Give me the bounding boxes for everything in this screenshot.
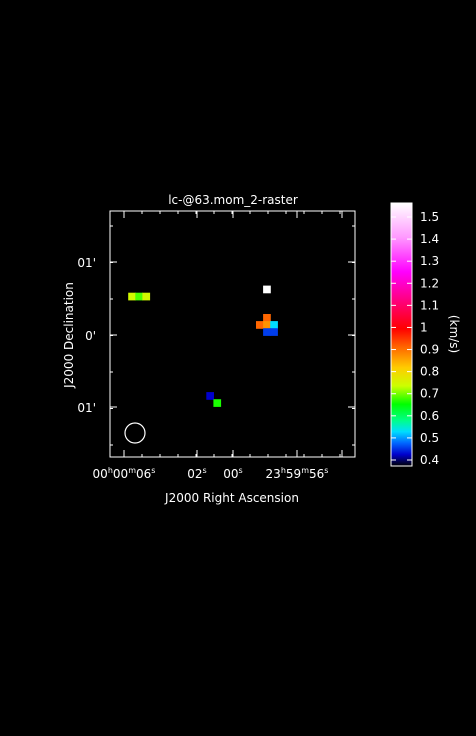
colorbar (390, 202, 413, 467)
colorbar-tick-label: 1.5 (420, 210, 439, 224)
colorbar-tick-label: 1.2 (420, 276, 439, 290)
heatmap-pixel (128, 292, 136, 301)
axis-ticks (110, 211, 355, 457)
colorbar-tick-label: 0.7 (420, 387, 439, 401)
x-tick-label: 00s (223, 466, 242, 481)
heatmap-pixel (142, 292, 151, 301)
heatmap-pixel (270, 328, 278, 336)
heatmap-pixel (256, 321, 264, 329)
colorbar-tick-label: 0.4 (420, 453, 439, 467)
colorbar-tick-label: 1 (420, 320, 428, 334)
heatmap-pixel (135, 292, 143, 301)
colorbar-tick-label: 1.4 (420, 232, 439, 246)
heatmap-pixel (263, 285, 271, 294)
y-tick-label: 01' (77, 256, 96, 270)
colorbar-tick-label: 1.3 (420, 254, 439, 268)
colorbar-ticks: 1.5 1.4 1.3 1.2 1.1 1 0.9 0.8 0.7 0.6 0.5 0.4 (391, 210, 439, 467)
colorbar-tick-label: 0.6 (420, 409, 439, 423)
heatmap-pixel (213, 399, 222, 407)
heatmap-pixel (206, 392, 214, 400)
colorbar-tick-label: 0.8 (420, 365, 439, 379)
x-axis-label: J2000 Right Ascension (164, 491, 299, 505)
colorbar-tick-label: 0.5 (420, 431, 439, 445)
heatmap-pixel (263, 321, 271, 329)
chart-title: lc-@63.mom_2-raster (168, 193, 298, 207)
y-tick-labels: 01' 0' 01' (77, 256, 96, 415)
colorbar-tick-label: 0.9 (420, 343, 439, 357)
y-tick-label: 0' (85, 329, 96, 343)
x-tick-label: 02s (187, 466, 206, 481)
x-tick-labels: 00h00m06s 02s 00s 23h59m56s (93, 466, 329, 481)
colorbar-label: (km/s) (447, 315, 461, 353)
beam-ellipse (124, 422, 146, 444)
x-tick-label: 00h00m06s (93, 466, 156, 481)
y-axis-label: J2000 Declination (62, 282, 76, 389)
heatmap-pixel (263, 328, 271, 336)
heatmap-pixel (270, 321, 278, 329)
heatmap-pixel (263, 314, 271, 322)
x-tick-label: 23h59m56s (266, 466, 329, 481)
heatmap-pixels (128, 285, 278, 407)
y-tick-label: 01' (77, 401, 96, 415)
colorbar-tick-label: 1.1 (420, 298, 439, 312)
plot-frame (109, 210, 356, 458)
